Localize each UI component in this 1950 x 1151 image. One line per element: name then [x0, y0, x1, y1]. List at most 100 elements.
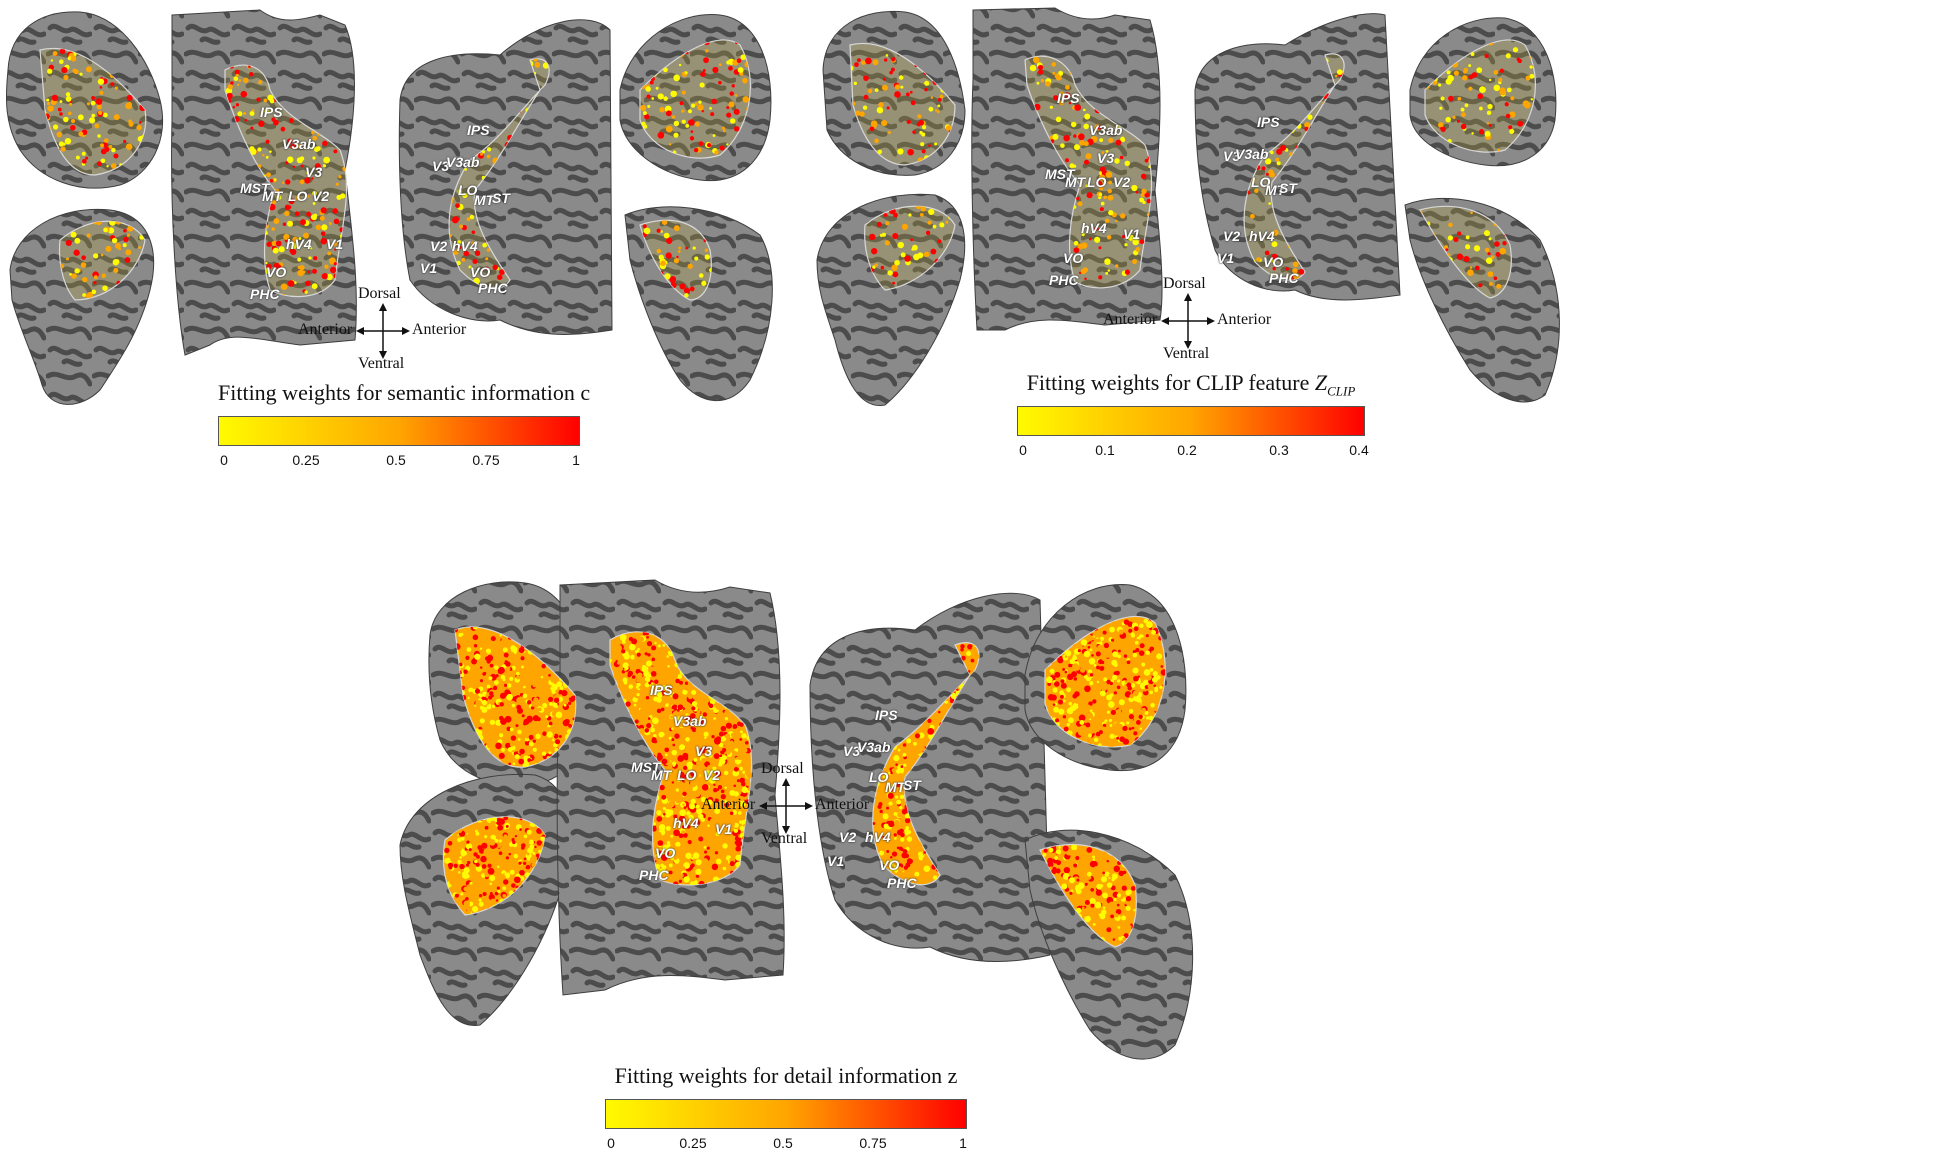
- colorbar-tick: 0.5: [386, 452, 406, 468]
- roi-label: MST: [631, 759, 661, 775]
- roi-label: IPS: [1257, 114, 1280, 130]
- flatmap-right: [398, 19, 613, 335]
- compass-anterior-right: Anterior: [412, 321, 467, 338]
- roi-label: LO: [458, 182, 478, 198]
- roi-label: V3ab: [857, 739, 891, 755]
- compass-dorsal: Dorsal: [1163, 275, 1206, 292]
- roi-label: V2: [1223, 228, 1241, 244]
- roi-label: hV4: [1249, 228, 1275, 244]
- roi-label: MT: [1265, 182, 1286, 198]
- colorbar-tick: 0.3: [1269, 442, 1289, 458]
- panel-semantic: IPS V3ab V3 MST MT LO V2 hV4 V1 VO PHC I…: [0, 0, 780, 468]
- roi-label: LO: [1251, 174, 1271, 190]
- roi-label: LO: [288, 188, 308, 204]
- colorbar-tick: 0.25: [679, 1135, 707, 1151]
- roi-label: V3: [1223, 148, 1241, 164]
- roi-label: V2: [703, 767, 721, 783]
- compass-dorsal: Dorsal: [358, 285, 401, 302]
- roi-label: V1: [326, 236, 344, 252]
- orientation-compass: Dorsal Anterior Anterior Ventral: [290, 285, 530, 395]
- colorbar-semantic: Fitting weights for semantic information…: [218, 380, 590, 468]
- colorbar-title: Fitting weights for CLIP feature ZCLIP: [1026, 370, 1356, 399]
- roi-label: V1: [1217, 250, 1235, 266]
- colorbar-tick: 0.2: [1177, 442, 1197, 458]
- roi-label: V3: [305, 164, 323, 180]
- colorbar-tick: 0.75: [472, 452, 500, 468]
- flatmap-left: [171, 9, 357, 356]
- roi-label: V3: [1097, 150, 1115, 166]
- colorbar-tick: 1: [959, 1135, 967, 1151]
- roi-label: V3ab: [1089, 122, 1123, 138]
- colorbar-tick: 0: [607, 1135, 615, 1151]
- roi-label: PHC: [478, 280, 508, 296]
- roi-label: MT: [1065, 174, 1086, 190]
- colorbar-tick: 0.4: [1349, 442, 1369, 458]
- inflated-ventral-left: [9, 208, 155, 405]
- roi-label: VO: [1263, 254, 1284, 270]
- roi-label: V1: [827, 853, 845, 869]
- roi-label: MT: [262, 188, 283, 204]
- compass-anterior-left: Anterior: [298, 321, 353, 338]
- colorbar-detail: Fitting weights for detail information z…: [605, 1063, 967, 1151]
- compass-arrows: [356, 303, 410, 359]
- colorbar-tick: 0: [220, 452, 228, 468]
- roi-label: V3ab: [282, 136, 316, 152]
- orientation-compass: Dorsal Anterior Anterior Ventral: [693, 760, 933, 870]
- roi-label: hV4: [673, 815, 699, 831]
- roi-label: V1: [715, 821, 733, 837]
- inflated-lateral-left: [5, 11, 164, 189]
- colorbar-gradient: [605, 1099, 967, 1129]
- compass-anterior-right: Anterior: [815, 796, 870, 813]
- compass-anterior-right: Anterior: [1217, 311, 1272, 328]
- roi-label: IPS: [467, 122, 490, 138]
- activation-speckle: [40, 48, 146, 175]
- roi-label: MST: [1045, 166, 1075, 182]
- compass-arrows: [759, 778, 813, 834]
- roi-label: V1: [1123, 226, 1141, 242]
- roi-label: V2: [312, 188, 330, 204]
- brain-views-semantic: [5, 9, 773, 405]
- roi-label: PHC: [1269, 270, 1299, 286]
- roi-label: PHC: [1049, 272, 1079, 288]
- colorbar-tick: 0.1: [1095, 442, 1115, 458]
- roi-label: IPS: [260, 104, 283, 120]
- flatmap-right: [1194, 13, 1401, 301]
- roi-label: VO: [655, 845, 676, 861]
- inflated-lateral-left: [822, 10, 966, 176]
- roi-label: IPS: [875, 707, 898, 723]
- roi-label: MST: [240, 180, 270, 196]
- compass-dorsal: Dorsal: [761, 760, 804, 777]
- roi-label: V3ab: [1235, 146, 1269, 162]
- roi-label: MT: [651, 767, 672, 783]
- colorbar-tick: 0.25: [292, 452, 320, 468]
- roi-label: ST: [903, 777, 921, 793]
- roi-label: VO: [879, 857, 900, 873]
- inflated-lateral-right: [619, 13, 772, 182]
- roi-label: IPS: [1057, 90, 1080, 106]
- roi-label: MT: [885, 779, 906, 795]
- colorbar-tick: 1: [572, 452, 580, 468]
- activation-region: [1044, 615, 1166, 748]
- compass-anterior-left: Anterior: [1103, 311, 1158, 328]
- roi-label: hV4: [452, 238, 478, 254]
- roi-label: V3: [432, 158, 450, 174]
- roi-label: VO: [266, 264, 287, 280]
- flatmap-right: [809, 592, 1051, 962]
- roi-label: V2: [1113, 174, 1131, 190]
- roi-label: V3: [843, 743, 861, 759]
- panel-clip: IPS V3ab V3 MST MT LO V2 hV4 V1 VO PHC I…: [805, 0, 1575, 460]
- colorbar-tick: 0.75: [859, 1135, 887, 1151]
- colorbar-gradient: [218, 416, 580, 446]
- compass-ventral: Ventral: [1163, 345, 1210, 362]
- roi-label: LO: [677, 767, 697, 783]
- orientation-compass: Dorsal Anterior Anterior Ventral: [1095, 275, 1335, 385]
- compass-anterior-left: Anterior: [701, 796, 756, 813]
- roi-label: VO: [470, 264, 491, 280]
- roi-label: PHC: [250, 286, 280, 302]
- roi-label: LO: [1087, 174, 1107, 190]
- brain-views-clip: [816, 7, 1560, 407]
- inflated-ventral-left: [816, 193, 966, 407]
- roi-label: VO: [1063, 250, 1084, 266]
- activation-region: [1024, 55, 1153, 289]
- roi-label: ST: [492, 190, 510, 206]
